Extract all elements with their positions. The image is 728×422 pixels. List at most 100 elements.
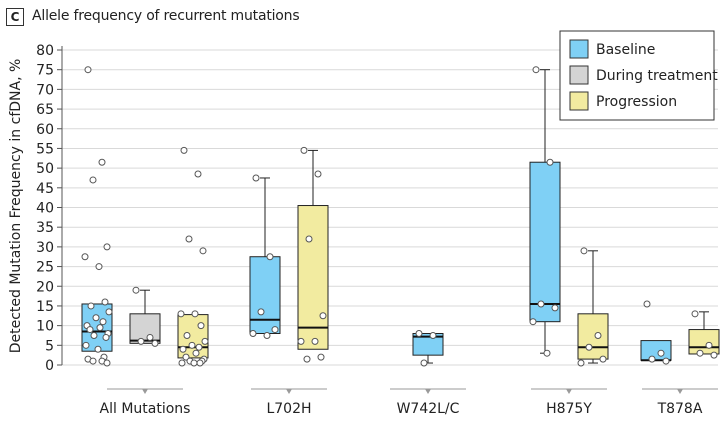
data-point [551,304,559,312]
data-point [594,331,602,339]
y-tick-label: 60 [36,122,54,138]
grid-lines [62,49,718,366]
box-iqr [249,256,281,334]
boxes [81,66,720,367]
box-iqr [129,313,161,344]
data-point [415,330,423,337]
panel-title: Allele frequency of recurrent mutations [32,8,300,24]
legend-swatch [569,91,589,111]
data-point [314,170,322,178]
legend: Baseline During treatment Progression [559,30,718,121]
y-tick-label: 75 [36,63,54,79]
data-point [86,326,94,334]
data-point [195,343,203,351]
data-point [599,355,607,363]
data-point [89,176,97,184]
y-tick-label: 25 [36,260,54,276]
legend-swatch [569,65,589,85]
data-point [577,359,585,367]
box-iqr [577,313,609,360]
data-point [585,343,593,351]
data-point [103,359,111,367]
data-point [105,308,113,316]
data-point [99,318,107,326]
y-tick-label: 20 [36,279,54,295]
data-point [537,300,545,308]
data-point [192,349,200,357]
data-point [201,337,209,345]
data-point [95,263,103,271]
y-tick-label: 80 [36,43,54,59]
box-progression [177,146,209,367]
y-tick-label: 45 [36,181,54,197]
legend-item-progression: Progression [569,91,677,111]
legend-label: Progression [596,94,677,110]
data-point [657,349,665,357]
data-point [92,314,100,322]
category-marker [286,389,292,394]
data-point [185,235,193,243]
legend-swatch [569,39,589,59]
data-point [178,359,186,367]
box-iqr [412,333,444,356]
category-label: L702H [266,401,311,417]
data-point [137,337,145,345]
data-point [82,341,90,349]
x-axis-categories: All Mutations L702H W742L/C H875Y T878A [100,388,718,417]
data-point [643,300,651,308]
data-point [257,308,265,316]
y-tick-label: 65 [36,102,54,118]
category-label: H875Y [546,401,592,417]
data-point [317,353,325,361]
data-point [102,333,110,341]
data-point [132,286,140,294]
box-progression [688,310,720,359]
y-tick-label: 40 [36,201,54,217]
data-point [705,341,713,349]
data-point [546,158,554,166]
legend-item-during-treatment: During treatment [569,65,718,85]
data-point [190,359,198,367]
y-tick-label: 35 [36,220,54,236]
group-l702h [249,146,329,363]
data-point [271,326,279,334]
y-tick-label: 15 [36,299,54,315]
y-tick-label: 0 [45,358,54,374]
category-label: W742L/C [397,401,460,417]
category-marker [677,389,683,394]
group-all-mutations [81,66,209,367]
panel-letter: C [6,8,24,26]
data-point [103,243,111,251]
data-point [300,146,308,154]
data-point [529,318,537,326]
box-progression [577,247,609,367]
data-point [194,170,202,178]
data-point [696,349,704,357]
data-point [199,247,207,255]
box-iqr [297,205,329,350]
group-w742l-c [412,330,444,367]
data-point [263,331,271,339]
data-point [249,330,257,337]
legend-label: Baseline [596,42,655,58]
box-baseline [412,330,444,367]
data-point [177,310,185,318]
data-point [89,357,97,365]
data-point [146,333,154,341]
y-axis-label: Detected Mutation Frequency in cfDNA, % [8,59,24,354]
box-during-treatment [129,286,161,347]
data-point [319,312,327,320]
y-tick-label: 30 [36,240,54,256]
data-point [710,351,718,359]
data-point [691,310,699,318]
category-marker [142,389,148,394]
data-point [311,337,319,345]
data-point [532,66,540,74]
data-point [662,357,670,365]
data-point [543,349,551,357]
data-point [429,331,437,339]
data-point [180,146,188,154]
data-point [648,355,656,363]
data-point [84,66,92,74]
